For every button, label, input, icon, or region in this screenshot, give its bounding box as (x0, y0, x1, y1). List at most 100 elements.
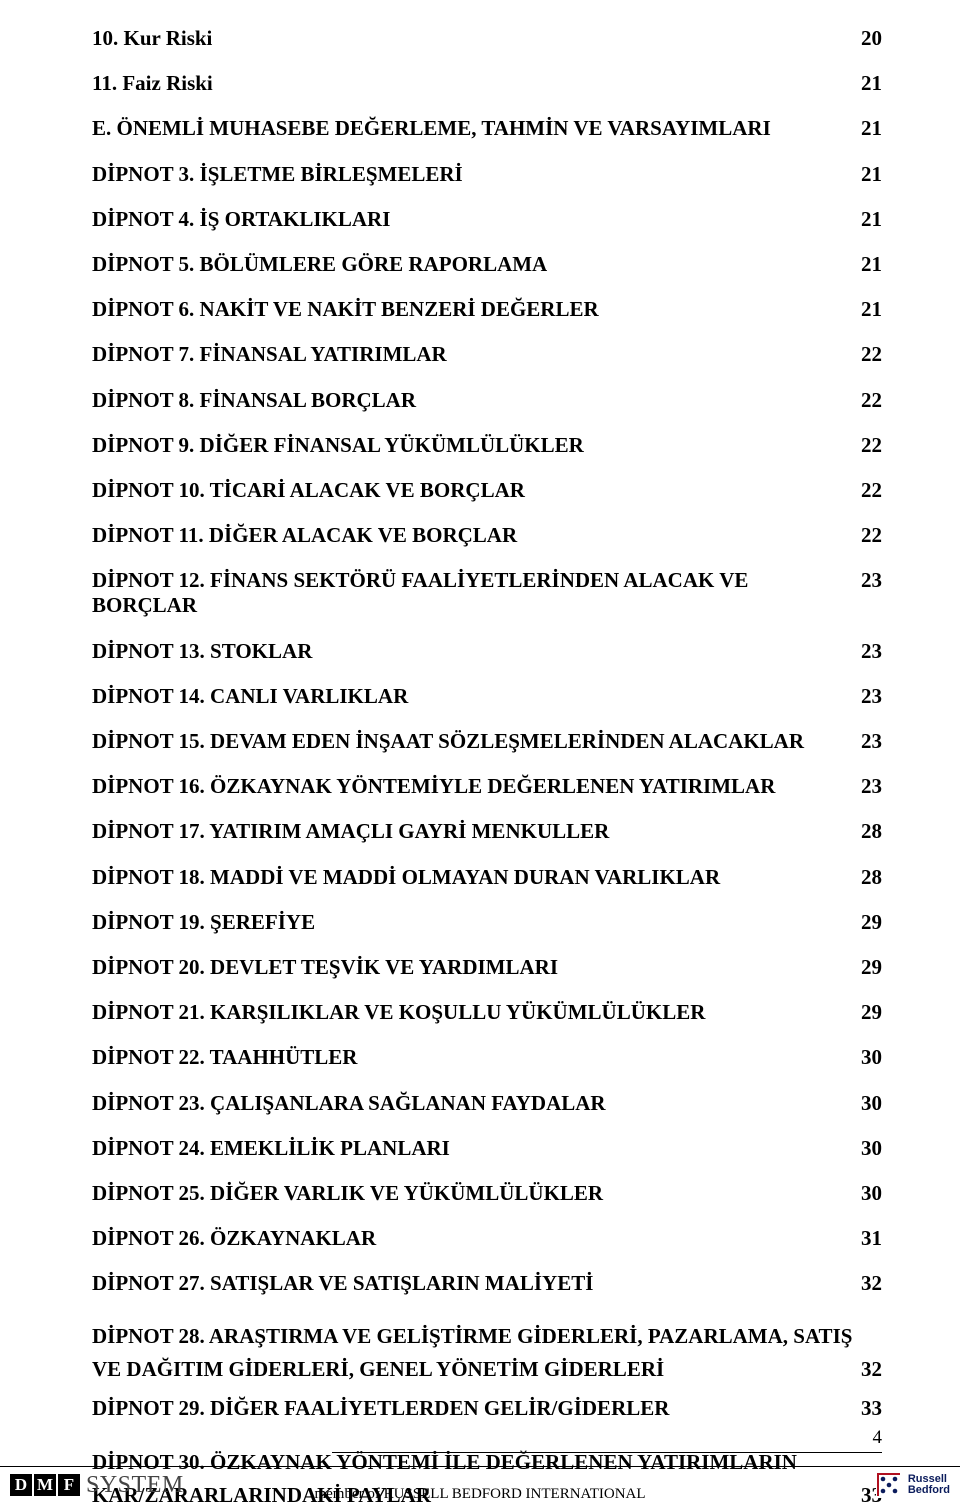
toc-label: DİPNOT 26. ÖZKAYNAKLAR (92, 1226, 376, 1251)
toc-entry: DİPNOT 3. İŞLETME BİRLEŞMELERİ 21 (92, 162, 882, 187)
russell-bedford-icon (876, 1472, 902, 1498)
toc-entry: DİPNOT 4. İŞ ORTAKLIKLARI 21 (92, 207, 882, 232)
toc-page-number: 22 (853, 342, 882, 367)
toc-page-number: 21 (853, 162, 882, 187)
toc-entry: DİPNOT 6. NAKİT VE NAKİT BENZERİ DEĞERLE… (92, 297, 882, 322)
toc-page-number: 21 (853, 297, 882, 322)
toc-label: DİPNOT 15. DEVAM EDEN İNŞAAT SÖZLEŞMELER… (92, 729, 804, 754)
toc-label: DİPNOT 6. NAKİT VE NAKİT BENZERİ DEĞERLE… (92, 297, 599, 322)
toc-label: 10. Kur Riski (92, 26, 212, 51)
toc-page-number: 20 (853, 26, 882, 51)
toc-page-number: 22 (853, 523, 882, 548)
page: 10. Kur Riski 20 11. Faiz Riski 21 E. ÖNEMLİ… (0, 0, 960, 1509)
toc-entry: DİPNOT 20. DEVLET TEŞVİK VE YARDIMLARI 29 (92, 955, 882, 980)
toc-page-number: 32 (861, 1357, 882, 1382)
toc-page-number: 23 (853, 729, 882, 754)
toc-entry: DİPNOT 21. KARŞILIKLAR VE KOŞULLU YÜKÜML… (92, 1000, 882, 1025)
toc-page-number: 23 (853, 568, 882, 593)
footer-member-text: member of RUSSELL BEDFORD INTERNATIONAL (314, 1486, 645, 1503)
toc-page-number: 22 (853, 478, 882, 503)
toc-entry: DİPNOT 24. EMEKLİLİK PLANLARI 30 (92, 1136, 882, 1161)
toc-entry: DİPNOT 10. TİCARİ ALACAK VE BORÇLAR 22 (92, 478, 882, 503)
toc-page-number: 23 (853, 639, 882, 664)
toc-entry: 10. Kur Riski 20 (92, 26, 882, 51)
toc-page-number: 31 (853, 1226, 882, 1251)
toc-entry: DİPNOT 5. BÖLÜMLERE GÖRE RAPORLAMA 21 (92, 252, 882, 277)
toc-entry: 11. Faiz Riski 21 (92, 71, 882, 96)
toc-page-number: 28 (853, 865, 882, 890)
footer-right-logo: Russell Bedford (876, 1472, 950, 1498)
toc-label: DİPNOT 14. CANLI VARLIKLAR (92, 684, 408, 709)
toc-label: DİPNOT 11. DİĞER ALACAK VE BORÇLAR (92, 523, 517, 548)
toc-entry: DİPNOT 8. FİNANSAL BORÇLAR 22 (92, 388, 882, 413)
toc-label: DİPNOT 4. İŞ ORTAKLIKLARI (92, 207, 390, 232)
toc-page-number: 21 (853, 207, 882, 232)
toc-entry: DİPNOT 27. SATIŞLAR VE SATIŞLARIN MALİYE… (92, 1271, 882, 1296)
toc-label: VE DAĞITIM GİDERLERİ, GENEL YÖNETİM GİDE… (92, 1357, 664, 1382)
toc-entry: DİPNOT 26. ÖZKAYNAKLAR 31 (92, 1226, 882, 1251)
toc-entry: DİPNOT 25. DİĞER VARLIK VE YÜKÜMLÜLÜKLER… (92, 1181, 882, 1206)
toc-label: DİPNOT 9. DİĞER FİNANSAL YÜKÜMLÜLÜKLER (92, 433, 584, 458)
dmf-logo: D M F (10, 1474, 80, 1496)
page-number: 4 (873, 1427, 883, 1449)
toc-label: DİPNOT 23. ÇALIŞANLARA SAĞLANAN FAYDALAR (92, 1091, 606, 1116)
toc-label: DİPNOT 3. İŞLETME BİRLEŞMELERİ (92, 162, 463, 187)
toc-entry: DİPNOT 13. STOKLAR 23 (92, 639, 882, 664)
rb-line2: Bedford (908, 1485, 950, 1496)
toc-label: DİPNOT 13. STOKLAR (92, 639, 312, 664)
toc-page-number: 21 (853, 252, 882, 277)
toc-page-number: 21 (853, 116, 882, 141)
toc-page-number: 30 (853, 1045, 882, 1070)
toc-label: DİPNOT 24. EMEKLİLİK PLANLARI (92, 1136, 450, 1161)
toc-label: DİPNOT 5. BÖLÜMLERE GÖRE RAPORLAMA (92, 252, 547, 277)
page-number-rule (332, 1452, 882, 1453)
toc-label: DİPNOT 12. FİNANS SEKTÖRÜ FAALİYETLERİND… (92, 568, 853, 618)
toc-page-number: 30 (853, 1091, 882, 1116)
toc-entry-28: DİPNOT 28. ARAŞTIRMA VE GELİŞTİRME GİDER… (92, 1316, 882, 1382)
toc-entry: DİPNOT 23. ÇALIŞANLARA SAĞLANAN FAYDALAR… (92, 1091, 882, 1116)
toc-entry: DİPNOT 15. DEVAM EDEN İNŞAAT SÖZLEŞMELER… (92, 729, 882, 754)
toc-label: DİPNOT 19. ŞEREFİYE (92, 910, 315, 935)
footer: D M F SYSTEM member of RUSSELL BEDFORD I… (0, 1465, 960, 1509)
toc-label: E. ÖNEMLİ MUHASEBE DEĞERLEME, TAHMİN VE … (92, 116, 771, 141)
toc-list: 10. Kur Riski 20 11. Faiz Riski 21 E. ÖNEMLİ… (92, 26, 882, 1296)
toc-label: DİPNOT 7. FİNANSAL YATIRIMLAR (92, 342, 447, 367)
toc-entry: DİPNOT 18. MADDİ VE MADDİ OLMAYAN DURAN … (92, 865, 882, 890)
toc-entry: DİPNOT 14. CANLI VARLIKLAR 23 (92, 684, 882, 709)
toc-page-number: 22 (853, 433, 882, 458)
toc-page-number: 30 (853, 1136, 882, 1161)
toc-entry-29: DİPNOT 29. DİĞER FAALİYETLERDEN GELİR/Gİ… (92, 1396, 882, 1421)
toc-label: DİPNOT 29. DİĞER FAALİYETLERDEN GELİR/Gİ… (92, 1396, 669, 1421)
toc-entry: DİPNOT 16. ÖZKAYNAK YÖNTEMİYLE DEĞERLENE… (92, 774, 882, 799)
toc-label: DİPNOT 10. TİCARİ ALACAK VE BORÇLAR (92, 478, 525, 503)
toc-page-number: 23 (853, 774, 882, 799)
toc-entry: DİPNOT 9. DİĞER FİNANSAL YÜKÜMLÜLÜKLER 22 (92, 433, 882, 458)
russell-bedford-text: Russell Bedford (908, 1474, 950, 1496)
toc-entry: DİPNOT 7. FİNANSAL YATIRIMLAR 22 (92, 342, 882, 367)
toc-label: 11. Faiz Riski (92, 71, 213, 96)
toc-label: DİPNOT 17. YATIRIM AMAÇLI GAYRİ MENKULLE… (92, 819, 609, 844)
dmf-m: M (34, 1474, 56, 1496)
toc-page-number: 33 (853, 1396, 882, 1421)
toc-page-number: 21 (853, 71, 882, 96)
toc-entry: DİPNOT 22. TAAHHÜTLER 30 (92, 1045, 882, 1070)
toc-page-number: 30 (853, 1181, 882, 1206)
toc-page-number: 29 (853, 910, 882, 935)
toc-page-number: 29 (853, 955, 882, 980)
toc-label: DİPNOT 8. FİNANSAL BORÇLAR (92, 388, 416, 413)
toc-entry: DİPNOT 19. ŞEREFİYE 29 (92, 910, 882, 935)
toc-page-number: 32 (853, 1271, 882, 1296)
toc-page-number: 22 (853, 388, 882, 413)
dmf-f: F (58, 1474, 80, 1496)
toc-label: DİPNOT 20. DEVLET TEŞVİK VE YARDIMLARI (92, 955, 558, 980)
toc-page-number: 29 (853, 1000, 882, 1025)
toc-label: DİPNOT 16. ÖZKAYNAK YÖNTEMİYLE DEĞERLENE… (92, 774, 775, 799)
toc-entry: DİPNOT 12. FİNANS SEKTÖRÜ FAALİYETLERİND… (92, 568, 882, 618)
toc-page-number: 23 (853, 684, 882, 709)
toc-label: DİPNOT 21. KARŞILIKLAR VE KOŞULLU YÜKÜML… (92, 1000, 705, 1025)
toc-entry: E. ÖNEMLİ MUHASEBE DEĞERLEME, TAHMİN VE … (92, 116, 882, 141)
toc-label: DİPNOT 22. TAAHHÜTLER (92, 1045, 357, 1070)
system-text: SYSTEM (86, 1472, 184, 1499)
toc-label: DİPNOT 27. SATIŞLAR VE SATIŞLARIN MALİYE… (92, 1271, 593, 1296)
footer-left-logo: D M F SYSTEM (10, 1472, 184, 1499)
